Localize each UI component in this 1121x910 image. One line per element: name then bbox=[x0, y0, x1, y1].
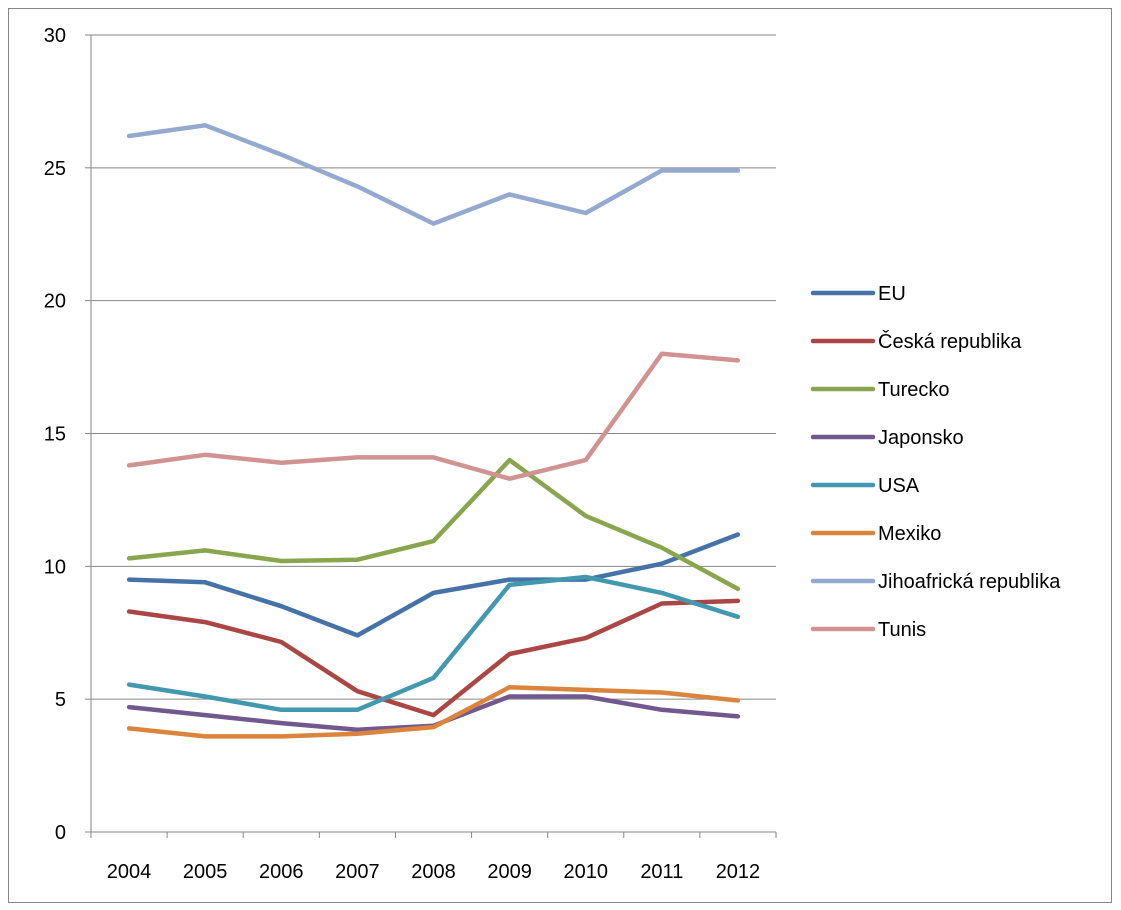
legend-label: USA bbox=[878, 475, 920, 497]
y-tick-label: 20 bbox=[44, 291, 66, 313]
legend-label: EU bbox=[878, 283, 906, 305]
legend-label: Česká republika bbox=[878, 330, 1022, 353]
x-tick-label: 2012 bbox=[716, 861, 761, 883]
x-tick-label: 2010 bbox=[563, 861, 608, 883]
series-line-mexiko bbox=[126, 684, 741, 739]
x-tick-label: 2006 bbox=[259, 861, 304, 883]
x-tick-label: 2011 bbox=[640, 861, 683, 883]
series-line--esk-republika bbox=[126, 598, 741, 718]
series-line-usa bbox=[126, 574, 741, 713]
series-lines bbox=[126, 123, 741, 739]
x-tick-label: 2008 bbox=[411, 861, 456, 883]
x-tick-label: 2005 bbox=[183, 861, 228, 883]
y-tick-label: 25 bbox=[44, 158, 66, 180]
axes: 0 5 10 15 20 25 30 2004 2005 2006 2007 2008 2009 2010… bbox=[44, 25, 777, 883]
y-tick-label: 10 bbox=[44, 556, 66, 578]
y-tick-label: 30 bbox=[44, 25, 66, 47]
series-line-eu bbox=[126, 532, 741, 638]
y-tick-label: 5 bbox=[55, 689, 66, 711]
y-tick-label: 15 bbox=[44, 424, 66, 446]
legend-label: Tunis bbox=[878, 619, 926, 641]
gridlines bbox=[91, 34, 776, 700]
legend-label: Turecko bbox=[878, 379, 950, 401]
series-line-jihoafrick-republika bbox=[126, 123, 741, 226]
x-tick-label: 2009 bbox=[487, 861, 532, 883]
legend-label: Jihoafrická republika bbox=[878, 571, 1061, 593]
x-tick-label: 2007 bbox=[335, 861, 380, 883]
series-line-turecko bbox=[126, 457, 741, 592]
x-tick-label: 2004 bbox=[107, 861, 152, 883]
legend: EU Česká republika Turecko Japonsko USA Mexik… bbox=[810, 283, 1061, 641]
legend-label: Japonsko bbox=[878, 427, 964, 449]
series-line-tunis bbox=[126, 351, 741, 481]
y-tick-label: 0 bbox=[55, 822, 66, 844]
legend-label: Mexiko bbox=[878, 523, 941, 545]
